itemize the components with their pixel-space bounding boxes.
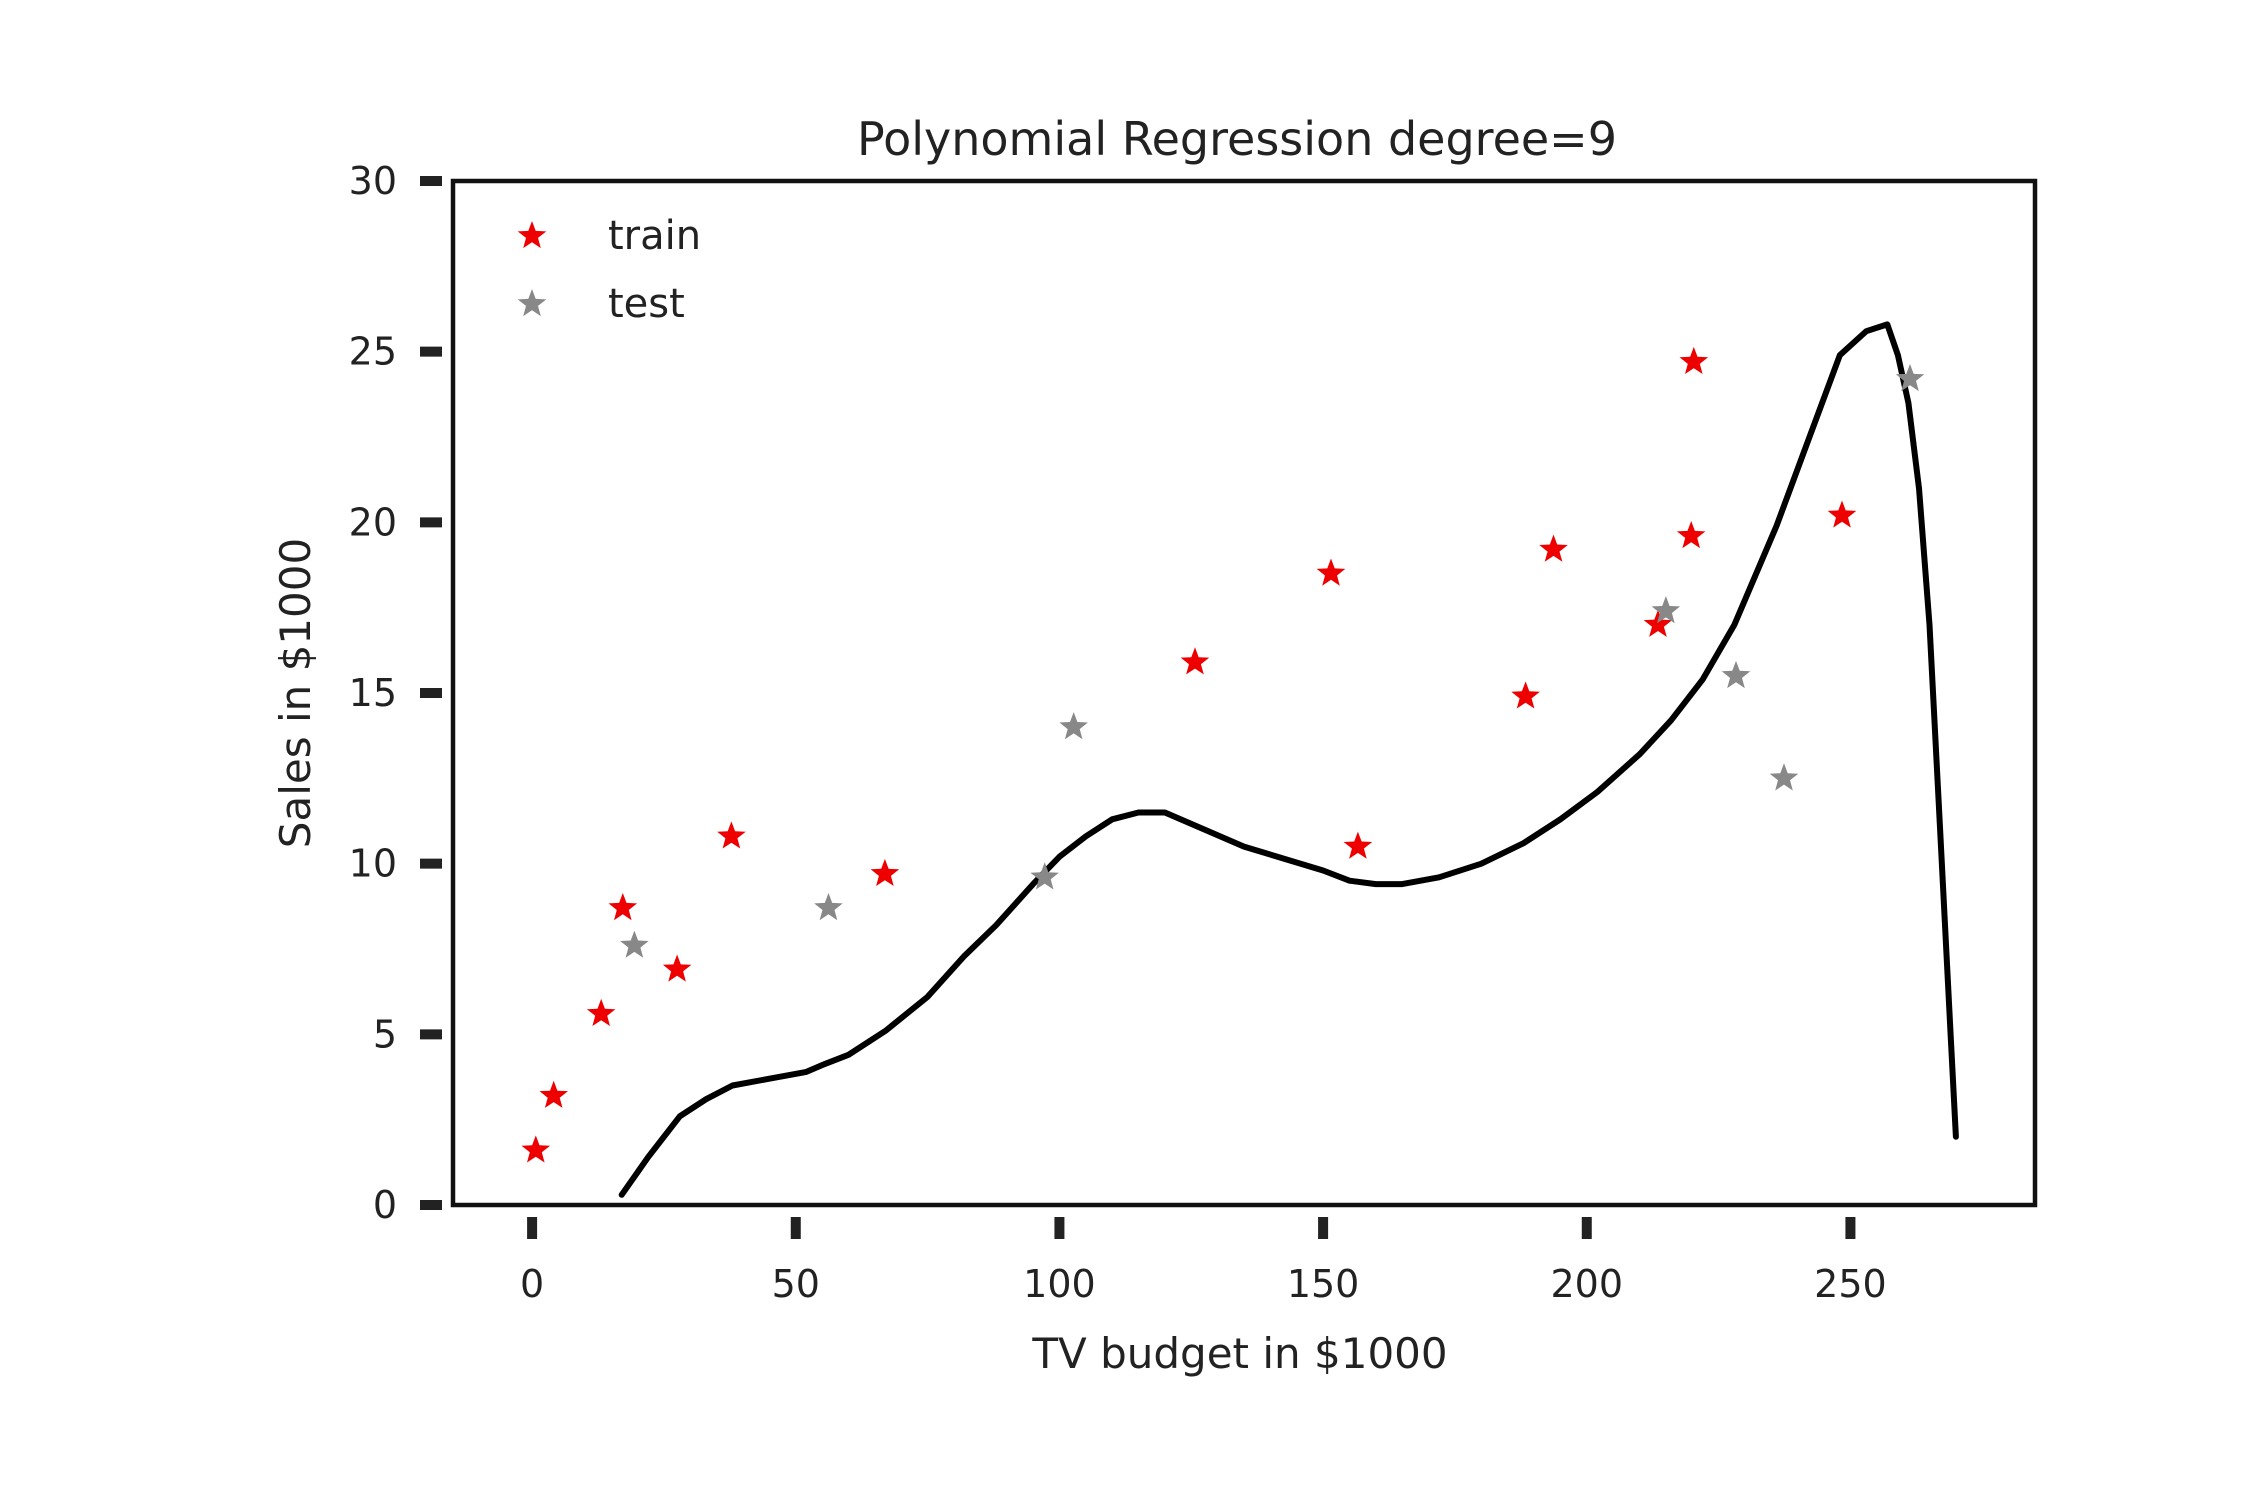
y-tick-label: 10: [349, 842, 397, 886]
train-point: [608, 893, 638, 921]
test-point: [1059, 712, 1088, 740]
train-point: [586, 998, 616, 1026]
y-axis-label: Sales in $1000: [271, 538, 320, 848]
train-point: [1643, 609, 1673, 637]
train-point: [1316, 558, 1346, 586]
train-point: [1827, 500, 1857, 528]
fit-line: [618, 321, 1959, 1198]
x-axis-label: TV budget in $1000: [1031, 1329, 1447, 1378]
legend-train-marker: [517, 221, 547, 249]
plot-frame: [450, 178, 2038, 1208]
scatter-points: [521, 346, 1925, 1163]
legend-train-label: train: [608, 213, 701, 259]
train-point: [717, 821, 746, 849]
x-tick-label: 250: [1814, 1262, 1887, 1306]
legend-test-marker: [517, 289, 547, 317]
axis-ticks: 0 50 100 150 200 250 0 5 10 15 20 25 30: [349, 159, 1887, 1306]
plot-border: [450, 178, 2038, 1208]
train-point: [1539, 534, 1568, 562]
y-tick-label: 30: [349, 159, 397, 203]
test-point: [1721, 660, 1751, 689]
test-point: [1895, 364, 1925, 392]
y-tick-label: 0: [373, 1183, 397, 1227]
train-point: [1180, 647, 1210, 675]
x-tick-label: 0: [520, 1262, 544, 1306]
train-point: [1676, 521, 1706, 549]
test-point: [620, 930, 649, 958]
legend-test-label: test: [608, 281, 685, 327]
y-tick-label: 15: [349, 671, 397, 715]
train-point: [870, 858, 900, 886]
train-point: [539, 1080, 568, 1108]
test-point: [1030, 862, 1059, 890]
test-point: [814, 893, 843, 921]
y-tick-label: 25: [349, 330, 397, 374]
train-point: [662, 954, 692, 982]
x-tick-label: 200: [1551, 1262, 1624, 1306]
test-point: [1651, 596, 1681, 624]
chart-title: Polynomial Regression degree=9: [857, 112, 1617, 166]
x-tick-label: 50: [772, 1262, 820, 1306]
train-point: [1343, 831, 1373, 859]
train-point: [1511, 681, 1540, 709]
legend: train test: [517, 213, 701, 327]
x-tick-label: 100: [1023, 1262, 1096, 1306]
y-tick-label: 5: [373, 1012, 397, 1056]
x-tick-label: 150: [1287, 1262, 1360, 1306]
train-point: [1679, 346, 1709, 374]
test-point: [1769, 763, 1799, 791]
train-point: [521, 1135, 551, 1163]
y-tick-label: 20: [349, 500, 397, 544]
fit-line-layer: [618, 321, 1959, 1198]
